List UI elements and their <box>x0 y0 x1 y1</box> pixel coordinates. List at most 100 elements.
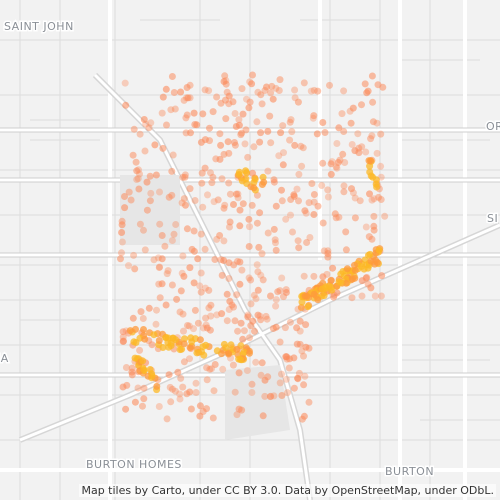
data-point <box>181 171 189 179</box>
data-point <box>136 346 144 354</box>
data-point <box>255 243 263 251</box>
data-point <box>364 264 372 272</box>
data-point <box>368 132 376 140</box>
data-point <box>198 169 206 177</box>
data-point <box>229 361 237 369</box>
data-point <box>351 214 359 222</box>
data-point <box>137 308 145 316</box>
data-point <box>230 261 238 269</box>
data-point <box>294 374 302 382</box>
data-point <box>130 251 138 259</box>
data-point <box>280 293 287 301</box>
data-point <box>168 237 176 244</box>
data-point <box>368 72 376 80</box>
data-point <box>235 116 243 124</box>
data-point <box>293 185 301 193</box>
data-point <box>132 158 140 166</box>
data-point <box>302 343 310 351</box>
data-point <box>155 280 163 288</box>
data-point <box>280 149 287 157</box>
data-point <box>302 209 310 217</box>
data-point <box>261 392 269 400</box>
data-point <box>378 272 386 280</box>
data-point <box>187 405 195 413</box>
data-point <box>182 201 189 209</box>
data-point <box>252 295 260 303</box>
data-point <box>168 167 176 175</box>
data-point <box>306 234 314 241</box>
data-point <box>248 380 256 388</box>
data-point <box>372 180 380 188</box>
data-point <box>305 199 313 207</box>
data-point <box>267 139 275 147</box>
data-point <box>377 196 385 203</box>
data-point <box>319 219 327 227</box>
data-point <box>252 358 260 366</box>
data-point <box>270 176 278 184</box>
data-point <box>272 246 280 254</box>
data-point <box>118 249 125 257</box>
data-point <box>180 272 188 280</box>
data-point <box>184 94 192 102</box>
data-point <box>319 119 327 126</box>
data-point <box>196 402 204 410</box>
data-point <box>278 392 286 399</box>
data-point <box>156 220 164 228</box>
data-point <box>298 415 306 423</box>
data-point <box>254 268 262 276</box>
data-point <box>119 338 127 345</box>
data-point <box>356 197 364 205</box>
data-points <box>117 71 389 423</box>
data-point <box>296 317 304 325</box>
data-point <box>170 89 178 96</box>
data-point <box>310 86 318 94</box>
data-point <box>236 280 244 288</box>
data-point <box>198 179 206 187</box>
data-point <box>295 369 303 377</box>
data-point <box>216 130 224 138</box>
data-point <box>139 315 147 322</box>
data-point <box>266 112 274 120</box>
data-point <box>155 403 163 410</box>
data-point <box>204 191 211 199</box>
data-point <box>303 292 311 300</box>
data-point <box>242 167 250 175</box>
data-point <box>298 298 306 306</box>
data-point <box>242 126 250 134</box>
data-point <box>230 201 237 208</box>
data-point <box>173 295 181 303</box>
data-point <box>180 358 188 366</box>
data-point <box>358 101 365 109</box>
data-point <box>130 338 138 346</box>
data-point <box>209 414 217 422</box>
data-point <box>264 127 272 135</box>
data-point <box>139 357 147 365</box>
data-point <box>340 128 348 135</box>
data-point <box>272 296 280 304</box>
data-point <box>275 152 283 160</box>
data-point <box>218 310 226 318</box>
data-point <box>188 245 196 253</box>
data-point <box>246 98 254 106</box>
data-point <box>152 171 160 179</box>
place-label: SAINT JOHN <box>4 20 74 33</box>
data-point <box>246 349 253 357</box>
data-point <box>192 379 200 387</box>
data-point <box>159 144 167 152</box>
data-point <box>121 193 128 200</box>
data-point <box>351 266 359 274</box>
data-point <box>196 336 204 344</box>
data-point <box>190 109 198 117</box>
data-point <box>191 197 199 204</box>
data-point <box>264 373 272 381</box>
data-point <box>246 78 254 86</box>
data-point <box>324 186 332 194</box>
data-point <box>235 355 243 363</box>
data-point <box>314 202 322 210</box>
data-point <box>206 365 214 373</box>
data-point <box>207 301 215 309</box>
data-point <box>205 304 213 312</box>
data-point <box>354 130 362 138</box>
data-point <box>223 88 231 96</box>
